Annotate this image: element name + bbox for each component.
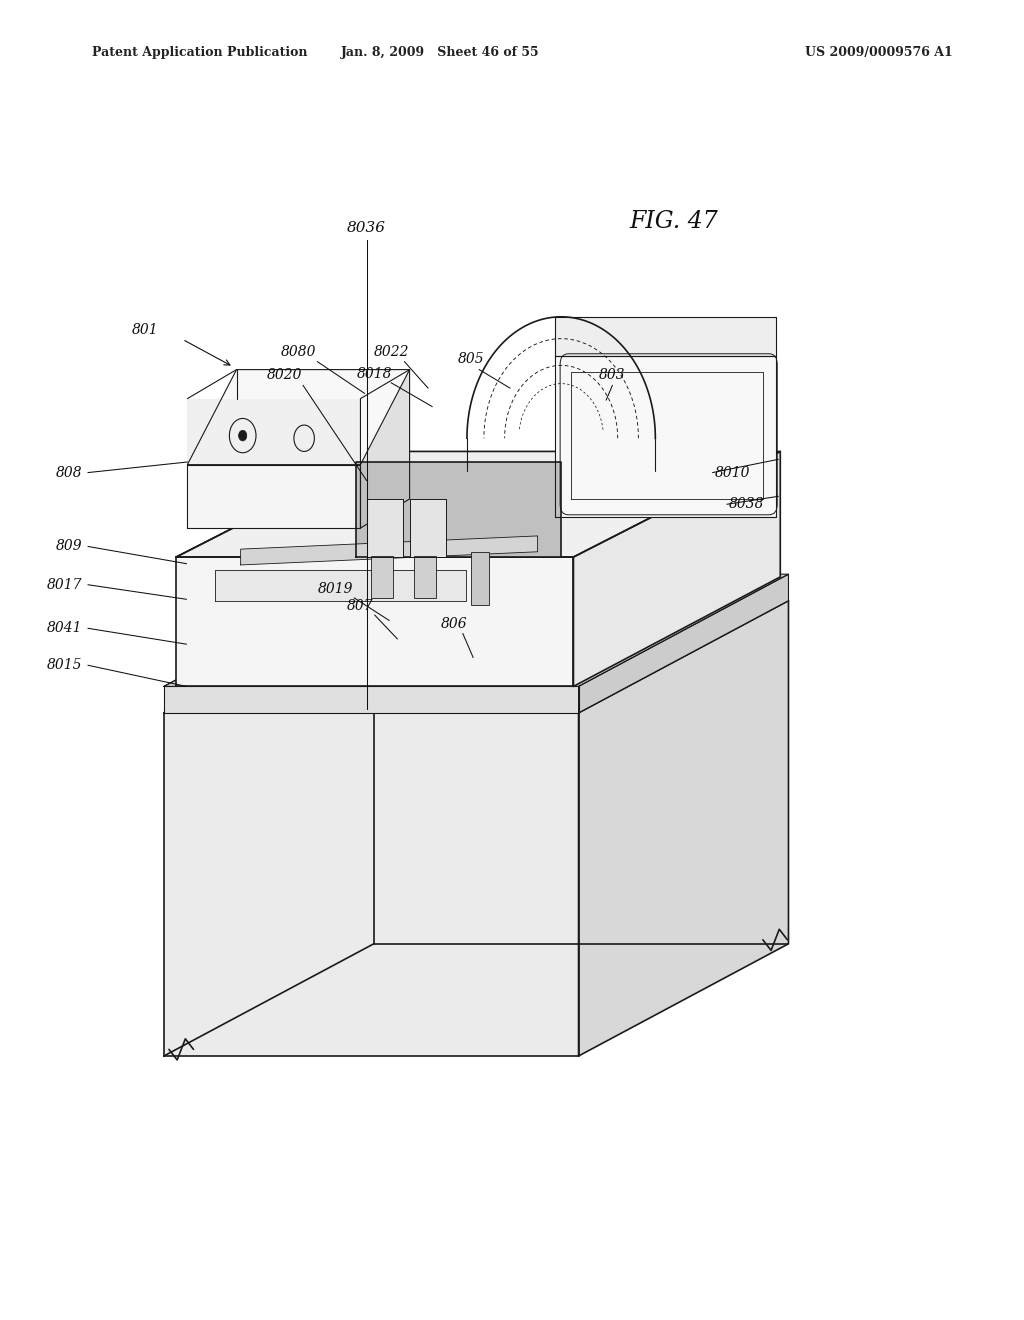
Bar [471, 552, 489, 605]
Text: 807: 807 [347, 599, 374, 612]
Bar [371, 556, 393, 598]
Text: 8041: 8041 [46, 622, 82, 635]
Text: 801: 801 [132, 323, 159, 337]
Polygon shape [176, 557, 573, 686]
Text: 806: 806 [440, 618, 467, 631]
Polygon shape [555, 317, 776, 356]
Polygon shape [164, 686, 579, 713]
Polygon shape [164, 574, 788, 686]
Text: 8038: 8038 [729, 498, 765, 511]
Text: 809: 809 [55, 540, 82, 553]
Polygon shape [356, 462, 561, 557]
Text: Jan. 8, 2009   Sheet 46 of 55: Jan. 8, 2009 Sheet 46 of 55 [341, 46, 540, 59]
Polygon shape [555, 356, 776, 517]
Text: 8080: 8080 [282, 346, 316, 359]
Polygon shape [187, 370, 410, 465]
Text: 8022: 8022 [374, 346, 409, 359]
Text: 808: 808 [55, 466, 82, 479]
Polygon shape [360, 370, 410, 528]
Text: 8019: 8019 [318, 582, 353, 595]
Polygon shape [410, 499, 446, 557]
Polygon shape [187, 465, 360, 528]
Text: 8017: 8017 [46, 578, 82, 591]
Circle shape [239, 430, 247, 441]
Polygon shape [187, 399, 360, 465]
Text: 8015: 8015 [46, 659, 82, 672]
Polygon shape [573, 451, 780, 686]
Polygon shape [164, 713, 579, 1056]
Text: 805: 805 [458, 352, 484, 366]
Bar [414, 556, 436, 598]
Polygon shape [241, 536, 538, 565]
Text: 803: 803 [599, 368, 626, 381]
Polygon shape [579, 601, 788, 1056]
Polygon shape [579, 574, 788, 713]
Text: FIG. 47: FIG. 47 [630, 210, 718, 234]
Text: 8036: 8036 [347, 222, 386, 235]
Text: 8010: 8010 [715, 466, 751, 479]
Text: 8020: 8020 [267, 368, 302, 381]
Polygon shape [367, 499, 403, 557]
Polygon shape [215, 570, 466, 601]
Polygon shape [164, 601, 788, 713]
Text: Patent Application Publication: Patent Application Publication [92, 46, 307, 59]
Text: 8018: 8018 [357, 367, 392, 380]
Text: US 2009/0009576 A1: US 2009/0009576 A1 [805, 46, 952, 59]
Polygon shape [176, 451, 780, 557]
